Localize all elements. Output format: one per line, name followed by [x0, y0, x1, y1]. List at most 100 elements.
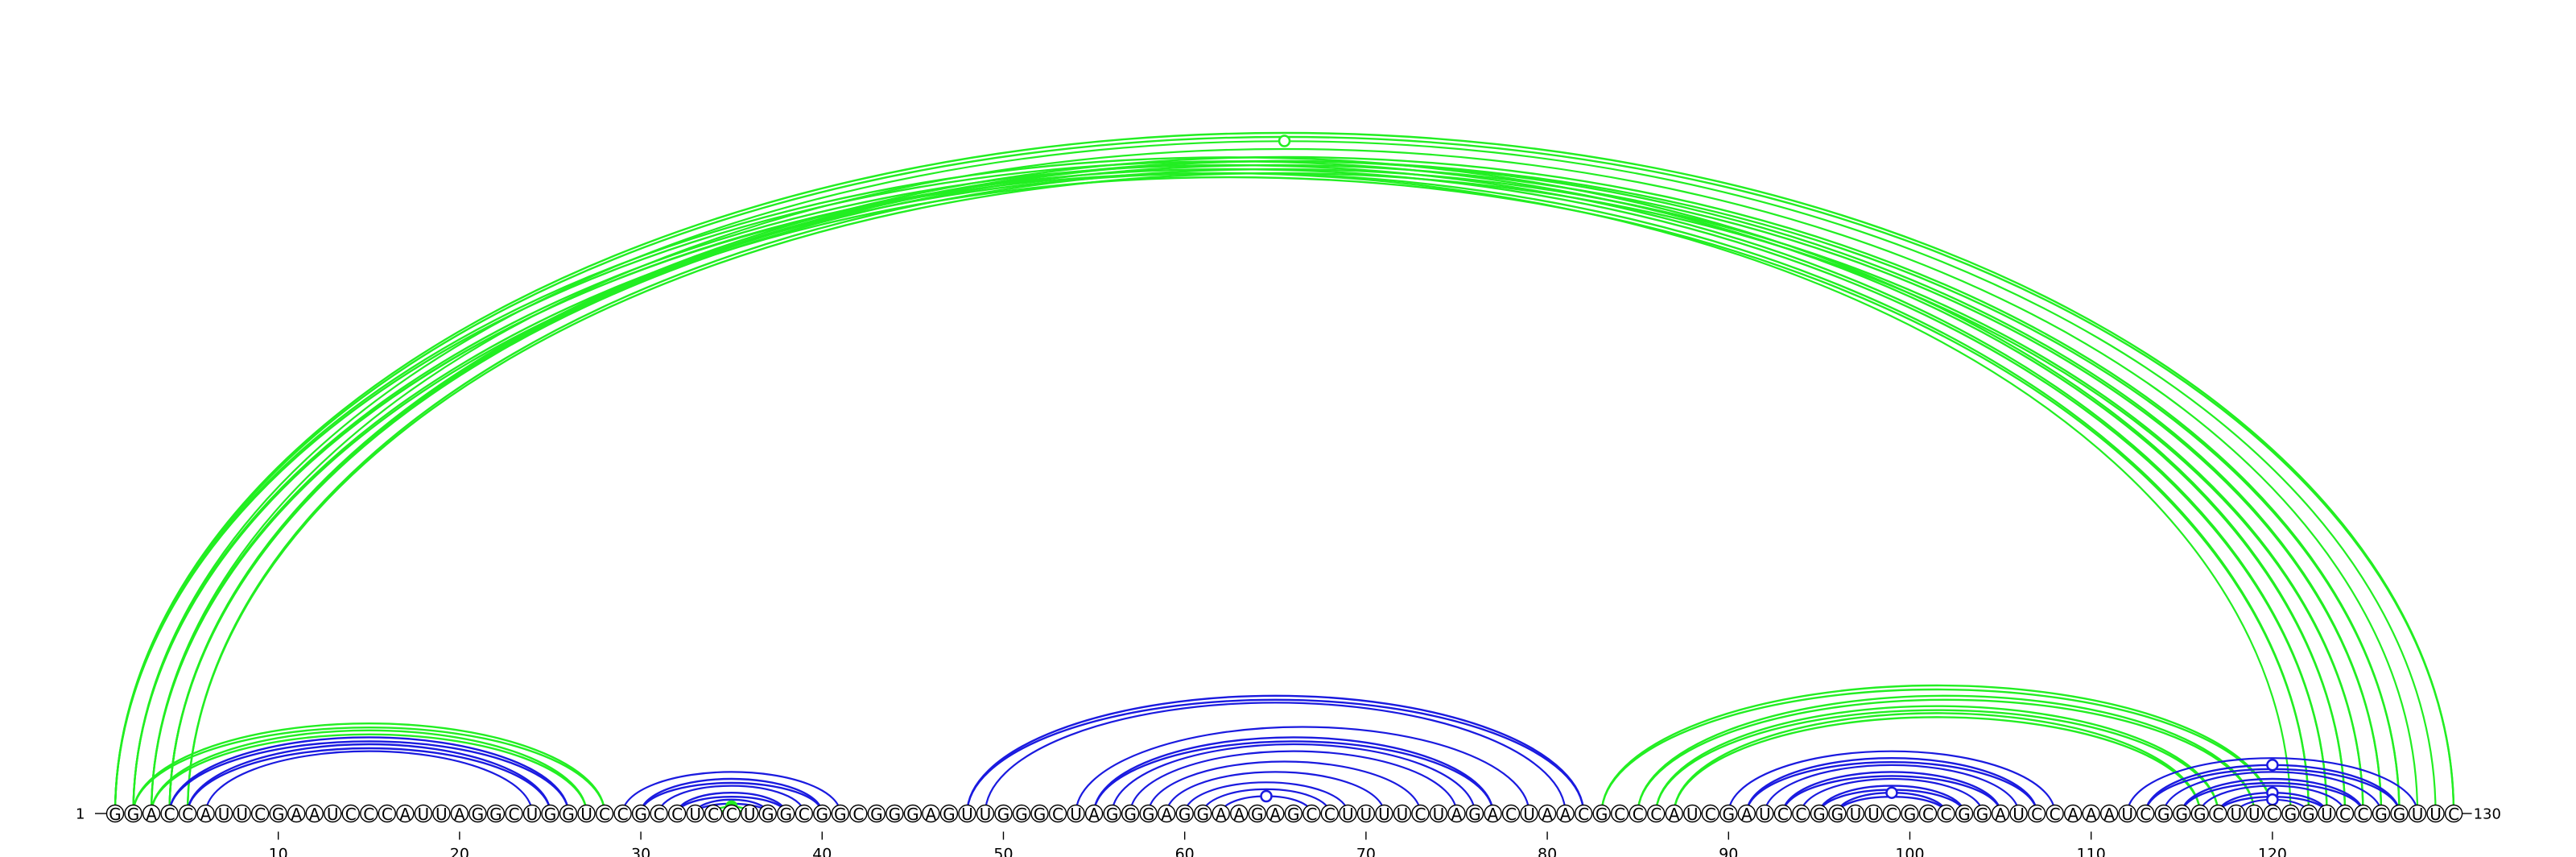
nucleotide-circle	[1901, 804, 1919, 823]
nucleotide-circle	[722, 804, 741, 823]
tick-label-40: 40	[812, 846, 832, 857]
nucleotide-90: G	[1719, 804, 1738, 824]
nucleotide-87: A	[1665, 804, 1683, 824]
nucleotide-circle	[1646, 804, 1666, 823]
nucleotide-letter: G	[1124, 805, 1137, 824]
nucleotide-letter: G	[1287, 805, 1300, 824]
nucleotide-36: U	[741, 804, 759, 824]
marker-118-122	[2266, 793, 2279, 806]
arc-90-108	[1728, 750, 2056, 814]
nucleotide-circle	[2299, 804, 2318, 823]
nucleotide-12: A	[305, 804, 324, 824]
arc-56-76	[1111, 743, 1476, 814]
nucleotide-circle	[1629, 804, 1647, 823]
nucleotide-circle	[2263, 804, 2282, 823]
arc-4-26-inner	[168, 740, 570, 814]
nucleotide-letter: G	[997, 805, 1010, 824]
nucleotide-circle	[250, 804, 270, 823]
nucleotide-letter: A	[1488, 805, 1499, 824]
nucleotide-circle	[613, 804, 632, 823]
nucleotide-letter: U	[2231, 805, 2243, 824]
arc-58-73	[1147, 760, 1422, 814]
nucleotide-letter: C	[2267, 805, 2278, 824]
arc-30-40	[639, 777, 824, 814]
nucleotide-circle	[2408, 804, 2427, 823]
nucleotide-6: A	[196, 804, 215, 824]
nucleotide-circle	[1574, 804, 1593, 823]
nucleotide-122: G	[2299, 804, 2318, 824]
nucleotide-circle	[631, 804, 650, 823]
nucleotide-letter: A	[1161, 805, 1172, 824]
nucleotide-letter: U	[436, 805, 448, 824]
nucleotide-circle	[1212, 804, 1230, 823]
nucleotide-circle	[1756, 804, 1774, 823]
nucleotide-circle	[886, 804, 904, 823]
arc-2-123-inner	[132, 168, 2328, 814]
nucleotide-circle	[305, 804, 324, 823]
arc-4-127	[168, 155, 2401, 814]
nucleotide-76: G	[1465, 804, 1484, 824]
nucleotide-letter: U	[2321, 805, 2333, 824]
nucleotide-102: C	[1937, 804, 1955, 824]
nucleotide-letter: G	[2302, 805, 2315, 824]
nucleotide-letter: U	[418, 805, 430, 824]
nucleotide-31: C	[650, 804, 668, 824]
arc-2-28	[132, 722, 606, 814]
nucleotide-108: C	[2046, 804, 2064, 824]
arc-49-81	[984, 702, 1567, 814]
nucleotide-letter: G	[1958, 805, 1971, 824]
nucleotide-101: C	[1918, 804, 1938, 824]
nucleotide-circle	[1610, 804, 1629, 823]
nucleotide-126: G	[2372, 804, 2391, 824]
arc-85-119-inner	[1637, 698, 2256, 814]
arc-31-39	[658, 785, 805, 814]
nucleotide-circle	[2426, 804, 2445, 823]
nucleotide-letter: G	[1015, 805, 1028, 824]
tick-label-90: 90	[1719, 846, 1738, 857]
arc-29-41	[621, 771, 841, 814]
nucleotide-letter: A	[1233, 805, 1245, 824]
nucleotide-letter: G	[2285, 805, 2297, 824]
arc-91-107-inner	[1745, 761, 2038, 814]
nucleotide-circle	[486, 804, 506, 823]
nucleotide-circle	[2063, 804, 2083, 823]
nucleotide-letter: C	[2339, 805, 2351, 824]
nucleotide-circle	[777, 804, 795, 823]
nucleotide-letter: C	[1052, 805, 1063, 824]
nucleotide-9: C	[250, 804, 270, 824]
nucleotide-letter: U	[1523, 805, 1535, 824]
nucleotide-circle	[1356, 804, 1376, 823]
nucleotide-119: U	[2245, 804, 2264, 824]
nucleotide-letter: G	[634, 805, 647, 824]
arc-3-122-inner	[150, 176, 2310, 814]
nucleotide-letter: C	[1795, 805, 1806, 824]
arc-59-71	[1166, 771, 1385, 814]
nucleotide-letter: U	[689, 805, 701, 824]
nucleotide-letter: A	[399, 805, 411, 824]
tick-label-120: 120	[2258, 846, 2287, 857]
nucleotide-circle	[2281, 804, 2300, 823]
nucleotide-54: U	[1067, 804, 1085, 824]
nucleotide-letter: G	[834, 805, 847, 824]
arc-95-103	[1818, 785, 1966, 814]
nucleotide-circle	[233, 804, 251, 823]
nucleotide-circle	[976, 804, 995, 823]
nucleotide-71: U	[1375, 804, 1393, 824]
nucleotide-103: G	[1955, 804, 1974, 824]
nucleotide-circle	[2118, 804, 2136, 823]
nucleotide-circle	[2027, 804, 2046, 823]
nucleotide-circle	[1067, 804, 1085, 823]
nucleotide-letter: U	[218, 805, 230, 824]
nucleotide-circle	[2372, 804, 2391, 823]
nucleotide-69: U	[1339, 804, 1357, 824]
nucleotide-circle	[178, 804, 197, 823]
nucleotide-letter: A	[1269, 805, 1281, 824]
nucleotide-letter: U	[1850, 805, 1862, 824]
nucleotide-circle	[922, 804, 940, 823]
marker-2-129	[1278, 135, 1291, 147]
nucleotide-letter: U	[1397, 805, 1409, 824]
nucleotide-circle	[939, 804, 959, 823]
nucleotide-75: A	[1447, 804, 1466, 824]
